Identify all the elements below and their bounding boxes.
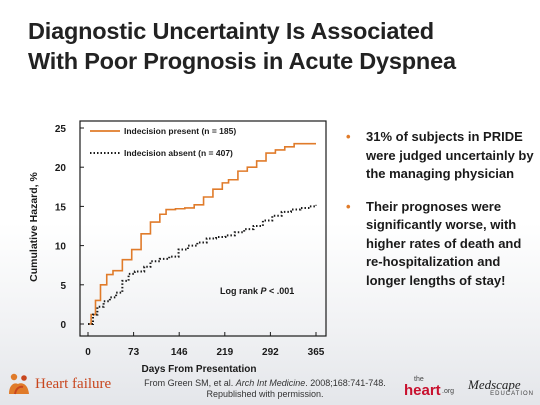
theheart-org: .org xyxy=(442,388,455,395)
citation-suffix: . 2008;168:741-748. xyxy=(305,378,386,388)
key-point-text: 31% of subjects in PRIDE were judged unc… xyxy=(366,129,534,181)
theheart-org-logo: the heart .org xyxy=(404,376,460,402)
x-axis-label: Days From Presentation xyxy=(141,364,256,375)
citation: From Green SM, et al. Arch Int Medicine.… xyxy=(120,378,410,400)
title-line-1: Diagnostic Uncertainty Is Associated xyxy=(28,18,434,44)
x-tick-label: 292 xyxy=(262,347,279,358)
heart-failure-text: Heart failure xyxy=(35,375,112,392)
legend-label: Indecision absent (n = 407) xyxy=(124,148,233,158)
key-point: • 31% of subjects in PRIDE were judged u… xyxy=(346,128,536,184)
bullet-dot-icon: • xyxy=(346,198,351,214)
y-tick-label: 25 xyxy=(55,124,67,135)
y-tick-label: 20 xyxy=(55,163,67,174)
theheart-heart: heart xyxy=(404,382,441,399)
y-axis-label: Cumulative Hazard, % xyxy=(28,171,40,281)
key-point-text: Their prognoses were significantly worse… xyxy=(366,198,522,288)
key-points-list: • 31% of subjects in PRIDE were judged u… xyxy=(346,128,536,304)
x-tick-label: 365 xyxy=(308,347,325,358)
y-tick-label: 0 xyxy=(60,320,66,331)
title-line-2: With Poor Prognosis in Acute Dyspnea xyxy=(28,48,456,74)
medscape-education: EDUCATION xyxy=(490,391,534,397)
bullet-dot-icon: • xyxy=(346,129,351,144)
x-tick-label: 73 xyxy=(128,347,140,358)
family-hug-icon xyxy=(9,373,29,395)
slide-title: Diagnostic Uncertainty Is Associated Wit… xyxy=(28,16,528,76)
plot-frame xyxy=(79,120,327,337)
key-point: • Their prognoses were significantly wor… xyxy=(346,198,536,291)
x-tick-label: 0 xyxy=(85,347,91,358)
heart-failure-logo: Heart failure xyxy=(6,372,111,396)
chart-curves xyxy=(88,142,317,325)
citation-permission: Republished with permission. xyxy=(206,389,324,399)
y-tick-label: 15 xyxy=(55,202,67,213)
citation-journal: Arch Int Medicine xyxy=(235,378,306,388)
legend-label: Indecision present (n = 185) xyxy=(124,126,236,136)
chart-axes: 0 5 10 15 20 25 0 73 146 219 292 365 xyxy=(55,120,327,358)
series-line-2 xyxy=(88,204,317,325)
y-tick-label: 10 xyxy=(55,242,67,253)
theheart-the: the xyxy=(414,376,424,383)
medscape-text: Medscape xyxy=(468,377,521,392)
y-tick-label: 5 xyxy=(60,281,66,292)
chart-legend: Indecision present (n = 185) Indecision a… xyxy=(90,126,236,158)
log-rank-annotation: Log rank P < .001 xyxy=(220,286,294,296)
x-tick-label: 146 xyxy=(171,347,188,358)
series-line-1 xyxy=(88,142,316,325)
x-tick-label: 219 xyxy=(216,347,233,358)
citation-prefix: From Green SM, et al. xyxy=(144,378,236,388)
medscape-logo: Medscape EDUCATION xyxy=(468,378,538,402)
